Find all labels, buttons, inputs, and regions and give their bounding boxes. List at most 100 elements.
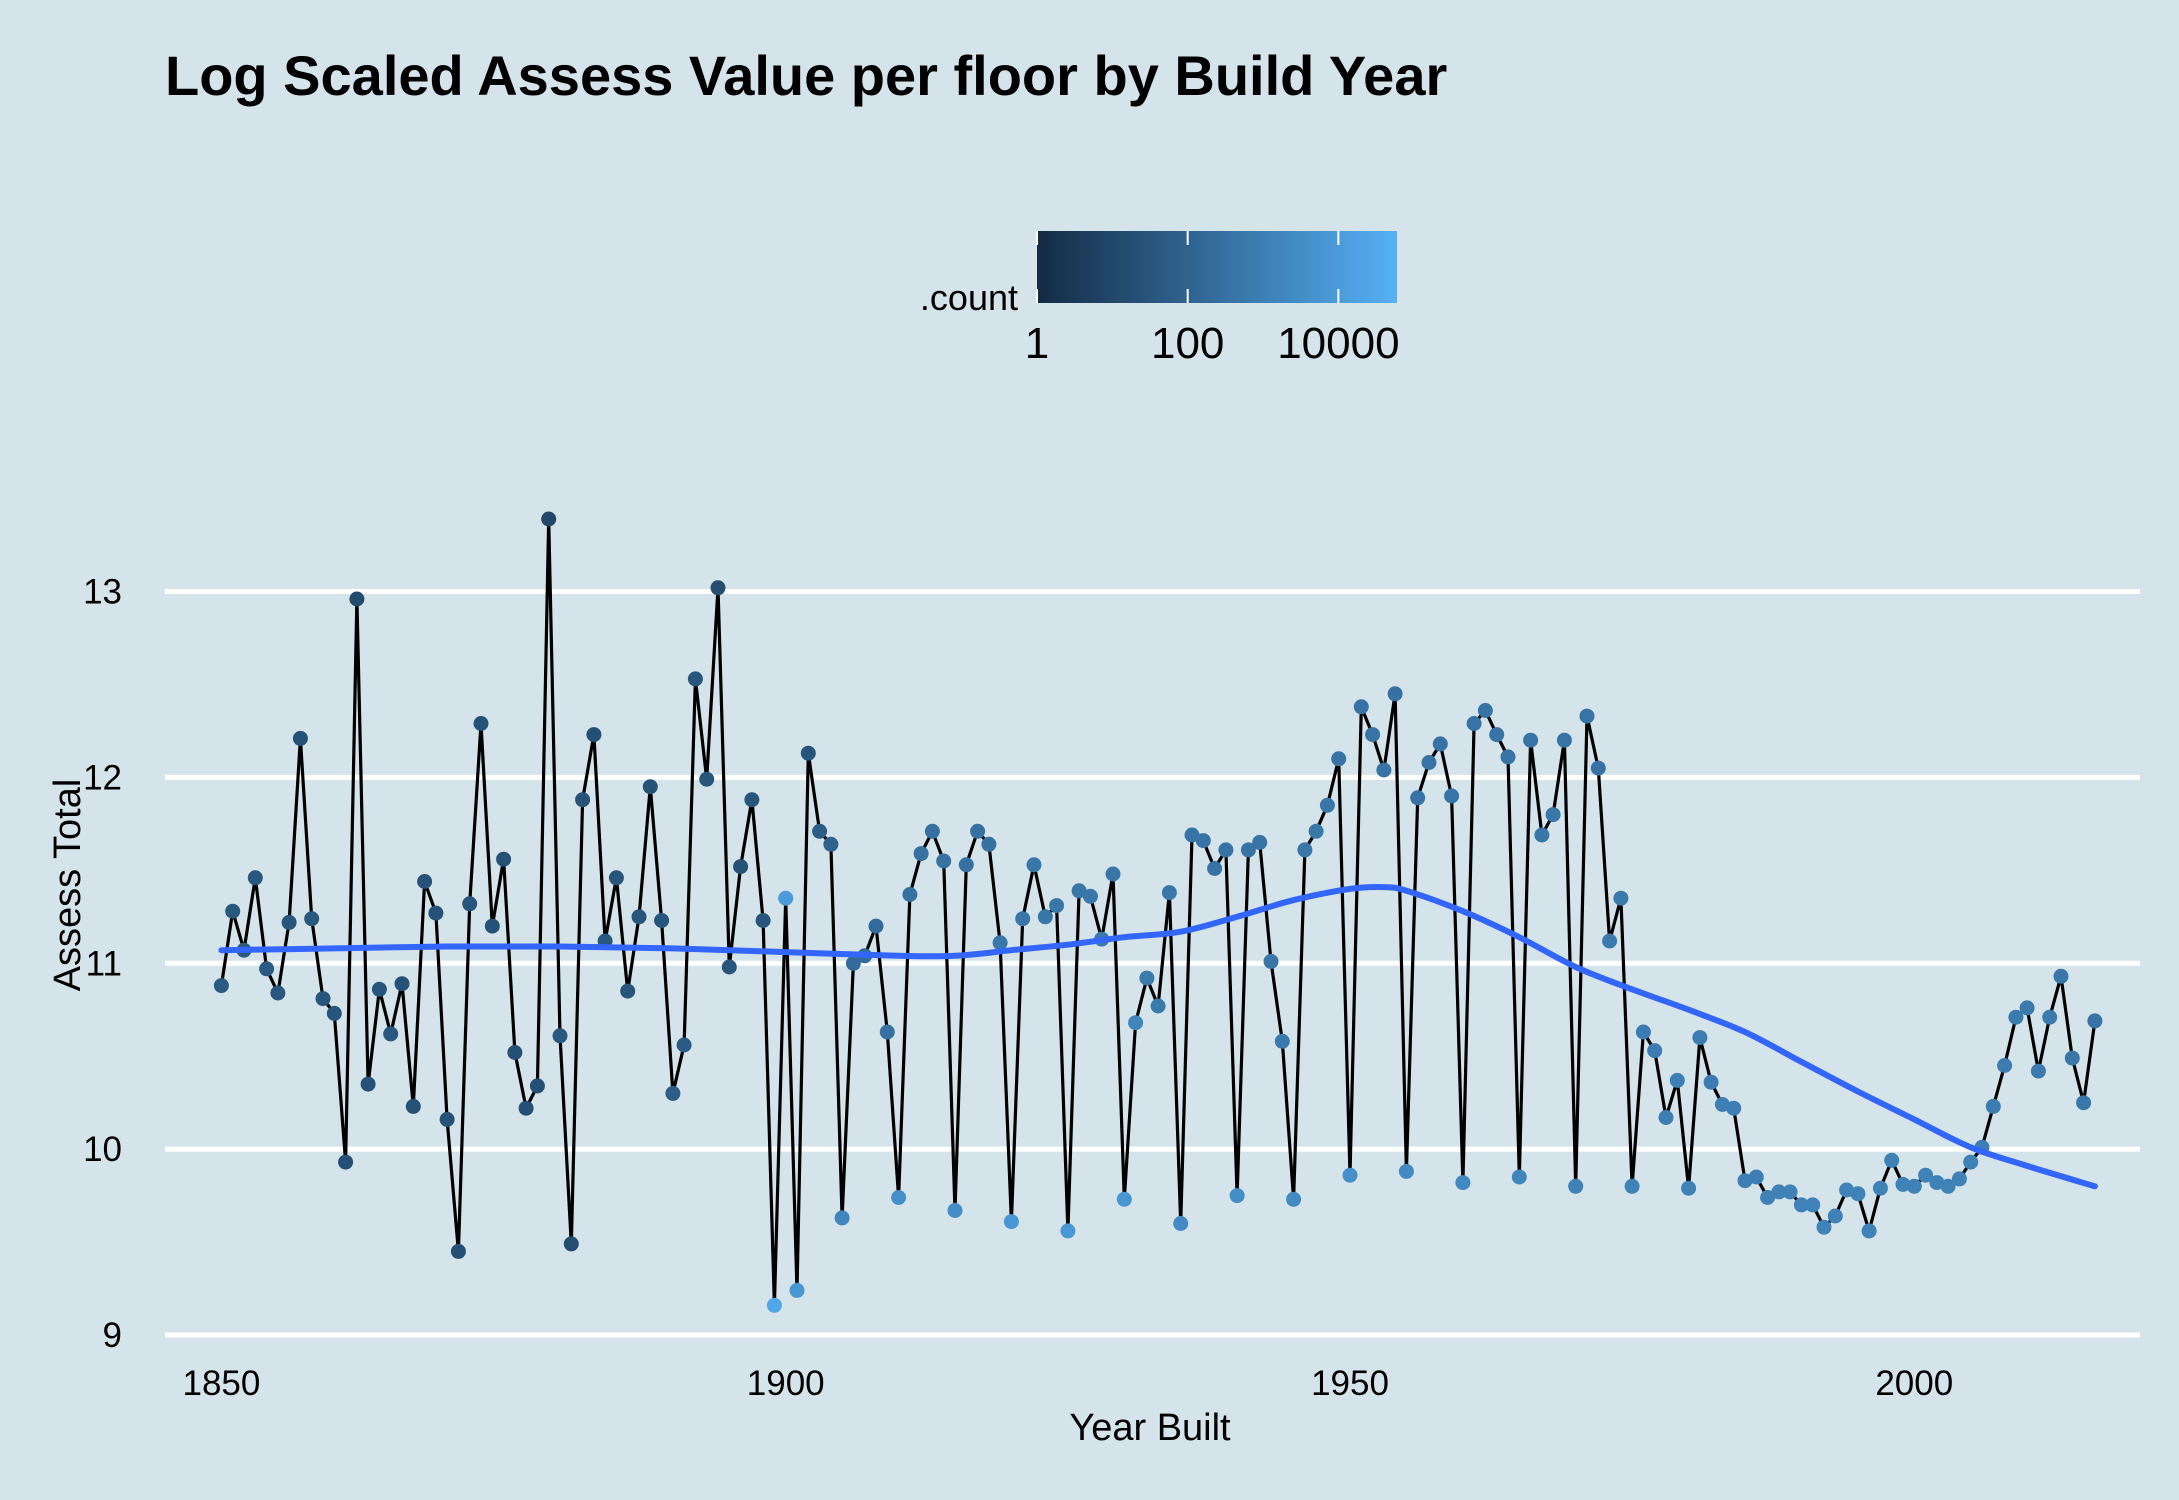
data-point-1880 (552, 1028, 568, 1044)
data-point-1909 (879, 1024, 895, 1040)
data-point-2012 (2042, 1009, 2058, 1025)
data-point-1967 (1534, 827, 1550, 843)
series-line (219, 517, 2097, 1307)
data-point-1979 (1669, 1072, 1685, 1088)
data-point-1998 (1884, 1152, 1900, 1168)
legend-tick-label: 10000 (1277, 319, 1399, 368)
legend-ticks: 1 100 10000 (1025, 231, 1400, 368)
legend-tick-label: 1 (1025, 319, 1049, 368)
data-point-1993 (1827, 1208, 1843, 1224)
data-point-1874 (484, 918, 500, 934)
data-point-1872 (462, 896, 478, 912)
data-point-1982 (1703, 1074, 1719, 1090)
data-point-1873 (473, 716, 489, 731)
data-point-1922 (1026, 857, 1042, 873)
data-point-2016 (2087, 1013, 2103, 1029)
data-point-1949 (1331, 751, 1347, 767)
legend: .count 1 100 10000 (920, 231, 1400, 368)
data-point-1968 (1545, 807, 1561, 823)
data-point-1989 (1782, 1184, 1798, 1200)
data-point-1969 (1556, 732, 1572, 748)
data-point-1910 (891, 1190, 907, 1205)
data-point-2011 (2030, 1063, 2046, 1079)
x-axis-ticks: 1850 1900 1950 2000 (182, 1364, 1953, 1403)
data-point-2013 (2053, 968, 2069, 984)
data-point-2009 (2008, 1009, 2024, 1025)
data-point-1861 (338, 1154, 354, 1170)
data-point-1857 (292, 730, 308, 746)
data-point-1934 (1161, 885, 1177, 901)
data-point-1957 (1421, 755, 1437, 770)
data-point-1939 (1218, 842, 1234, 858)
data-point-1986 (1748, 1169, 1764, 1185)
data-point-1937 (1195, 833, 1211, 849)
data-point-1865 (383, 1026, 399, 1042)
data-point-1889 (654, 913, 670, 928)
data-point-1974 (1613, 890, 1629, 906)
data-point-1977 (1647, 1043, 1663, 1059)
data-point-1978 (1658, 1110, 1674, 1125)
data-point-2014 (2064, 1050, 2080, 1066)
x-tick-label: 1850 (182, 1364, 260, 1403)
data-point-1864 (371, 981, 387, 997)
data-point-1900 (778, 890, 794, 906)
data-point-2003 (1940, 1178, 1956, 1194)
data-point-1945 (1286, 1191, 1302, 1207)
data-point-1956 (1410, 790, 1426, 806)
data-point-1870 (439, 1111, 455, 1127)
data-point-1906 (845, 955, 861, 971)
data-point-1996 (1861, 1223, 1877, 1239)
data-point-1895 (721, 959, 737, 975)
data-point-1943 (1263, 953, 1279, 969)
data-point-1936 (1184, 827, 1200, 843)
x-tick-label: 1950 (1311, 1364, 1389, 1403)
y-tick-label: 11 (86, 944, 122, 983)
data-point-1984 (1726, 1100, 1742, 1116)
data-point-1878 (529, 1078, 545, 1094)
data-point-1917 (970, 823, 986, 839)
y-axis-ticks: 9 10 11 12 13 (83, 573, 122, 1355)
data-point-1933 (1150, 998, 1166, 1014)
data-point-1892 (687, 671, 703, 687)
data-point-1894 (710, 580, 726, 596)
data-point-1919 (992, 935, 1008, 951)
y-tick-label: 13 (83, 573, 122, 612)
data-point-1935 (1173, 1216, 1189, 1231)
data-point-1855 (270, 985, 286, 1001)
legend-title: .count (920, 277, 1018, 318)
data-point-2008 (1997, 1058, 2013, 1073)
data-point-1985 (1737, 1173, 1753, 1189)
data-point-1930 (1116, 1191, 1132, 1207)
data-point-1983 (1714, 1097, 1730, 1112)
chart-title: Log Scaled Assess Value per floor by Bui… (165, 44, 1447, 107)
y-axis-title: Assess Total (47, 779, 89, 992)
data-point-1915 (947, 1203, 963, 1218)
data-point-1854 (259, 961, 275, 977)
data-point-1881 (563, 1236, 579, 1252)
data-point-1997 (1872, 1180, 1888, 1196)
data-point-1994 (1839, 1182, 1855, 1198)
data-point-1901 (789, 1282, 805, 1298)
data-point-1971 (1579, 708, 1595, 724)
data-point-1961 (1466, 716, 1482, 731)
data-points (213, 511, 2103, 1313)
data-point-1959 (1444, 788, 1460, 804)
data-point-1916 (958, 857, 974, 873)
data-point-1862 (349, 591, 365, 607)
data-point-1887 (631, 909, 647, 925)
data-point-1923 (1037, 909, 1053, 925)
data-point-1992 (1816, 1219, 1832, 1235)
data-point-1871 (450, 1243, 466, 1259)
data-point-2000 (1906, 1178, 1922, 1194)
data-point-1950 (1342, 1167, 1358, 1183)
data-point-1876 (507, 1045, 523, 1060)
x-axis-title: Year Built (1069, 1407, 1231, 1449)
data-point-1893 (699, 771, 715, 787)
y-tick-label: 9 (103, 1316, 122, 1355)
data-point-1891 (676, 1037, 692, 1053)
data-point-1932 (1139, 970, 1155, 986)
data-point-1960 (1455, 1175, 1471, 1191)
data-point-1970 (1568, 1178, 1584, 1194)
data-point-1929 (1105, 866, 1121, 882)
data-point-1931 (1128, 1015, 1144, 1031)
